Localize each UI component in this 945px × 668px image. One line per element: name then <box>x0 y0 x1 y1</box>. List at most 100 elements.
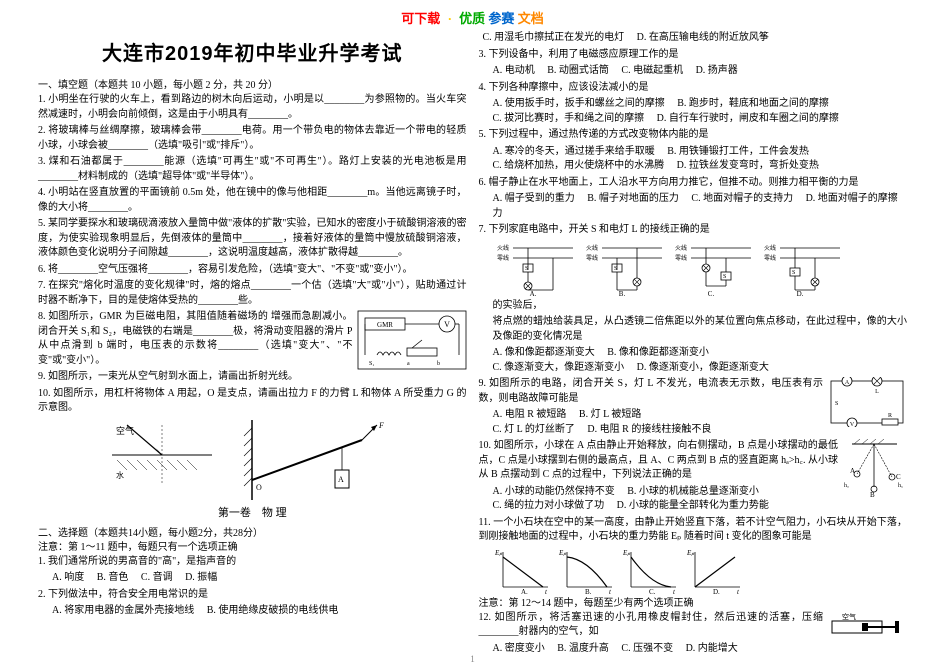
mc2-opts-cd: C. 用湿毛巾擦拭正在发光的电灯 D. 在高压输电线的附近放风筝 <box>479 31 908 46</box>
mc2-D: D. 在高压输电线的附近放风筝 <box>637 32 769 43</box>
mc11-graph-D: Eₚ t D. <box>685 547 745 595</box>
svg-text:B.: B. <box>585 588 592 595</box>
left-column: 大连市2019年初中毕业升学考试 一、填空题（本题共 10 小题，每小题 2 分… <box>38 31 467 658</box>
mc7-row: 7. 下列家庭电路中，开关 S 和电灯 L 的接线正确的是 <box>479 223 908 240</box>
q10-lever-figure: O A F <box>242 420 392 500</box>
svg-text:零线: 零线 <box>675 254 687 262</box>
subject-label: 第一卷 物 理 <box>38 504 467 520</box>
svg-text:空气: 空气 <box>842 612 856 621</box>
svg-text:A: A <box>850 467 855 475</box>
svg-text:火线: 火线 <box>497 244 509 252</box>
mc9-B: B. 灯 L 被短路 <box>579 409 641 420</box>
q8: 8. 如图所示，GMR 为巨磁电阻，其阻值随着磁场的 增强而急剧减小。闭合开关 … <box>38 310 353 368</box>
q1: 1. 小明坐在行驶的火车上，看到路边的树木向后运动，小明是以________为参… <box>38 93 467 122</box>
mc7b-A: A. 像和像距都逐渐变大 <box>493 347 595 358</box>
svg-text:Eₚ: Eₚ <box>686 549 694 557</box>
mc9-D: D. 电阻 R 的接线柱接触不良 <box>587 424 711 435</box>
mc7-circuit-C: 火线零线 S C. <box>671 242 756 297</box>
svg-text:C: C <box>896 473 901 481</box>
mc5: 5. 下列过程中，通过热传递的方式改变物体内能的是 <box>479 128 908 143</box>
mc12-row: 12. 如图所示，将活塞迅速的小孔用橡皮帽封住，然后迅速的活塞，压缩______… <box>479 611 908 659</box>
svg-text:火线: 火线 <box>675 244 687 252</box>
svg-text:空气: 空气 <box>116 425 134 436</box>
q5: 5. 某同学要探水和玻璃砚滴液放入量筒中做"液体的扩散"实验，已知水的密度小于硫… <box>38 217 467 261</box>
header-contest: 参赛 <box>488 11 514 26</box>
mc10-C: C. 绳的拉力对小球做了功 <box>493 500 605 511</box>
mc2-opts-ab: A. 将家用电器的金属外壳接地线 B. 使用绝缘皮破损的电线供电 <box>38 604 467 619</box>
mc5-A: A. 寒冷的冬天，通过搓手来给手取暖 <box>493 146 655 157</box>
mc2-C: C. 用湿毛巾擦拭正在发光的电灯 <box>483 32 625 43</box>
mc5-opts: A. 寒冷的冬天，通过搓手来给手取暖 B. 用铁锤锻打工件，工件会发热 C. 给… <box>479 145 908 174</box>
mc1: 1. 我们通常所说的男高音的"高"，是指声音的 <box>38 555 467 570</box>
svg-text:C.: C. <box>707 290 714 297</box>
svg-text:R: R <box>888 413 892 419</box>
mc9-opts: A. 电阻 R 被短路 B. 灯 L 被短路 C. 灯 L 的灯丝断了 D. 电… <box>479 408 824 437</box>
svg-text:A: A <box>338 475 344 484</box>
mc7-circuit-B: 火线零线 S B. <box>582 242 667 297</box>
svg-text:t: t <box>609 588 612 595</box>
mc7-circuits: 火线零线 S A. 火线零线 S <box>493 242 908 297</box>
mc2-A: A. 将家用电器的金属外壳接地线 <box>52 605 194 616</box>
mc1-C: C. 音调 <box>141 572 173 583</box>
mc12-B: B. 温度升高 <box>557 643 609 654</box>
mc3: 3. 下列设备中，利用了电磁感应原理工作的是 <box>479 48 908 63</box>
svg-text:t: t <box>545 588 548 595</box>
mc5-C: C. 给烧杯加热，用火使烧杯中的水沸腾 <box>493 160 665 171</box>
mc11-graph-B: Eₚ t B. <box>557 547 617 595</box>
mc10-D: D. 小球的能量全部转化为重力势能 <box>617 500 769 511</box>
mc4-D: D. 自行车行驶时，闸皮和车圈之间的摩擦 <box>657 113 839 124</box>
svg-text:S: S <box>614 266 617 272</box>
page-columns: 大连市2019年初中毕业升学考试 一、填空题（本题共 10 小题，每小题 2 分… <box>0 31 945 658</box>
mc12-A: A. 密度变小 <box>493 643 545 654</box>
svg-text:火线: 火线 <box>764 244 776 252</box>
mc10-A: A. 小球的动能仍然保持不变 <box>493 486 615 497</box>
mc12-syringe-figure: 空气 <box>827 611 907 641</box>
right-column: C. 用湿毛巾擦拭正在发光的电灯 D. 在高压输电线的附近放风筝 3. 下列设备… <box>479 31 908 658</box>
q2: 2. 将玻璃棒与丝绸摩擦，玻璃棒会带________电荷。用一个带负电的物体去靠… <box>38 124 467 153</box>
q6: 6. 将________空气压强将________，容易引发危险，（选填"变大"… <box>38 263 467 278</box>
svg-text:h꜀: h꜀ <box>898 483 903 489</box>
mc7b-D: D. 像逐渐变小，像距逐渐变大 <box>637 362 769 373</box>
header-quality: 优质 <box>459 11 485 26</box>
mc5-B: B. 用铁锤锻打工件，工件会发热 <box>667 146 809 157</box>
svg-text:hₐ: hₐ <box>844 483 849 489</box>
mc11-graph-C: Eₚ t C. <box>621 547 681 595</box>
svg-text:Eₚ: Eₚ <box>622 549 630 557</box>
mc7-circuit-A: 火线零线 S A. <box>493 242 578 297</box>
mc4: 4. 下列各种摩擦中，应该设法减小的是 <box>479 81 908 96</box>
svg-text:A: A <box>845 380 850 386</box>
exam-title: 大连市2019年初中毕业升学考试 <box>38 37 467 66</box>
mc10-pendulum-figure: A B C hₐ h꜀ <box>842 439 907 499</box>
svg-text:A.: A. <box>521 588 528 595</box>
svg-text:V: V <box>850 422 855 427</box>
svg-text:GMR: GMR <box>377 321 393 329</box>
mc9-A: A. 电阻 R 被短路 <box>493 409 567 420</box>
mc5-D: D. 拉铁丝发变弯时，弯折处变热 <box>677 160 819 171</box>
page-number: 1 <box>0 654 945 664</box>
mc3-opts: A. 电动机 B. 动圈式话筒 C. 电磁起重机 D. 扬声器 <box>479 64 908 79</box>
svg-text:L: L <box>875 389 879 395</box>
mc6-B: B. 帽子对地面的压力 <box>587 193 679 204</box>
mc7-circuit-D: 火线零线 S D. <box>760 242 845 297</box>
svg-text:水: 水 <box>116 470 124 480</box>
mc11-graphs: Eₚ t A. Eₚ t B. Eₚ t C. <box>493 547 908 595</box>
mc1-A: A. 响度 <box>52 572 84 583</box>
mc2-B: B. 使用绝缘皮破损的电线供电 <box>207 605 339 616</box>
mc10-row: 10. 如图所示，小球在 A 点由静止开始释放，向右侧摆动，B 点是小球摆动的最… <box>479 439 908 516</box>
mc6: 6. 帽子静止在水平地面上，工人沿水平方向用力推它，但推不动。则推力相平衡的力是 <box>479 176 908 191</box>
svg-text:O: O <box>256 483 262 492</box>
mc12: 12. 如图所示，将活塞迅速的小孔用橡皮帽封住，然后迅速的活塞，压缩______… <box>479 611 824 640</box>
svg-text:a: a <box>407 361 410 367</box>
svg-text:A.: A. <box>529 290 536 297</box>
mc1-B: B. 音色 <box>97 572 129 583</box>
svg-text:零线: 零线 <box>764 254 776 262</box>
mc6-A: A. 帽子受到的重力 <box>493 193 575 204</box>
header-download: 可下载 <box>401 11 440 26</box>
q10: 10. 如图所示，用杠杆将物体 A 用起，O 是支点，请画出拉力 F 的力臂 L… <box>38 387 467 416</box>
mc4-opts: A. 使用扳手时，扳手和螺丝之间的摩擦 B. 跑步时，鞋底和地面之间的摩擦 C.… <box>479 97 908 126</box>
mc9-C: C. 灯 L 的灯丝断了 <box>493 424 575 435</box>
svg-text:S: S <box>525 266 528 272</box>
mc7: 7. 下列家庭电路中，开关 S 和电灯 L 的接线正确的是 <box>479 223 908 238</box>
mc7b-B: B. 像和像距都逐渐变小 <box>607 347 709 358</box>
mc12-D: D. 内能增大 <box>686 643 738 654</box>
